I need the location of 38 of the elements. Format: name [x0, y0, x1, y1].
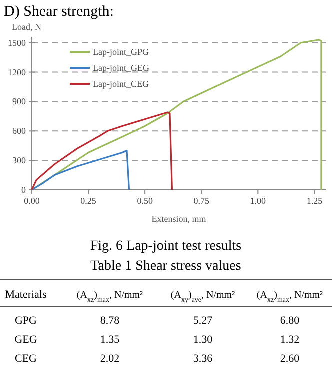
data-label: 3.36	[193, 353, 214, 365]
y-tick-label: 0	[22, 184, 26, 195]
x-tick-label: 1.25	[306, 196, 324, 206]
text: (A$_{xz}$)$_{max}$, N/mm²	[256, 290, 324, 304]
category-label: CEG	[15, 353, 38, 365]
x-tick-label: 0.00	[24, 196, 40, 206]
legend-label: Lap-joint_GEG	[93, 62, 150, 73]
data-label: 1.30	[193, 334, 214, 346]
legend-label: Lap-joint_CEG	[93, 78, 150, 89]
line-series	[31, 112, 174, 191]
line-series	[31, 150, 130, 191]
y-tick-label: 600	[12, 126, 26, 136]
text: Materials	[5, 289, 47, 301]
data-label: 1.35	[100, 334, 120, 346]
x-axis-title: Extension, mm	[152, 214, 206, 224]
text: (A$_{xz}$)$_{max}$, N/mm²	[76, 290, 144, 304]
data-label: 6.80	[280, 315, 300, 327]
data-label: 5.27	[193, 315, 214, 327]
legend-label: Lap-joint_GPG	[93, 46, 150, 57]
y-tick-label: 300	[12, 156, 26, 166]
chart-title: D) Shear strength:	[4, 4, 114, 20]
data-label: 1.32	[280, 334, 300, 346]
y-tick-label: 1500	[8, 38, 26, 48]
y-tick-label: 1200	[8, 67, 26, 78]
text: Table 1 Shear stress values	[90, 259, 242, 274]
data-label: 2.60	[280, 353, 300, 365]
data-label: 2.02	[100, 353, 120, 365]
y-tick-label: 900	[12, 96, 26, 107]
x-tick-label: 0.50	[137, 196, 154, 206]
x-tick-label: 1.00	[250, 196, 267, 206]
category-label: GEG	[14, 334, 38, 346]
text: (A$_{xy}$)$_{ave}$, N/mm²	[170, 290, 236, 304]
y-axis-title: Load, N	[12, 22, 42, 32]
data-label: 8.78	[100, 315, 120, 327]
category-label: GPG	[14, 315, 38, 327]
x-tick-label: 0.25	[80, 196, 97, 206]
caption: Fig. 6 Lap-joint test results	[90, 239, 242, 254]
x-tick-label: 0.75	[194, 196, 210, 206]
